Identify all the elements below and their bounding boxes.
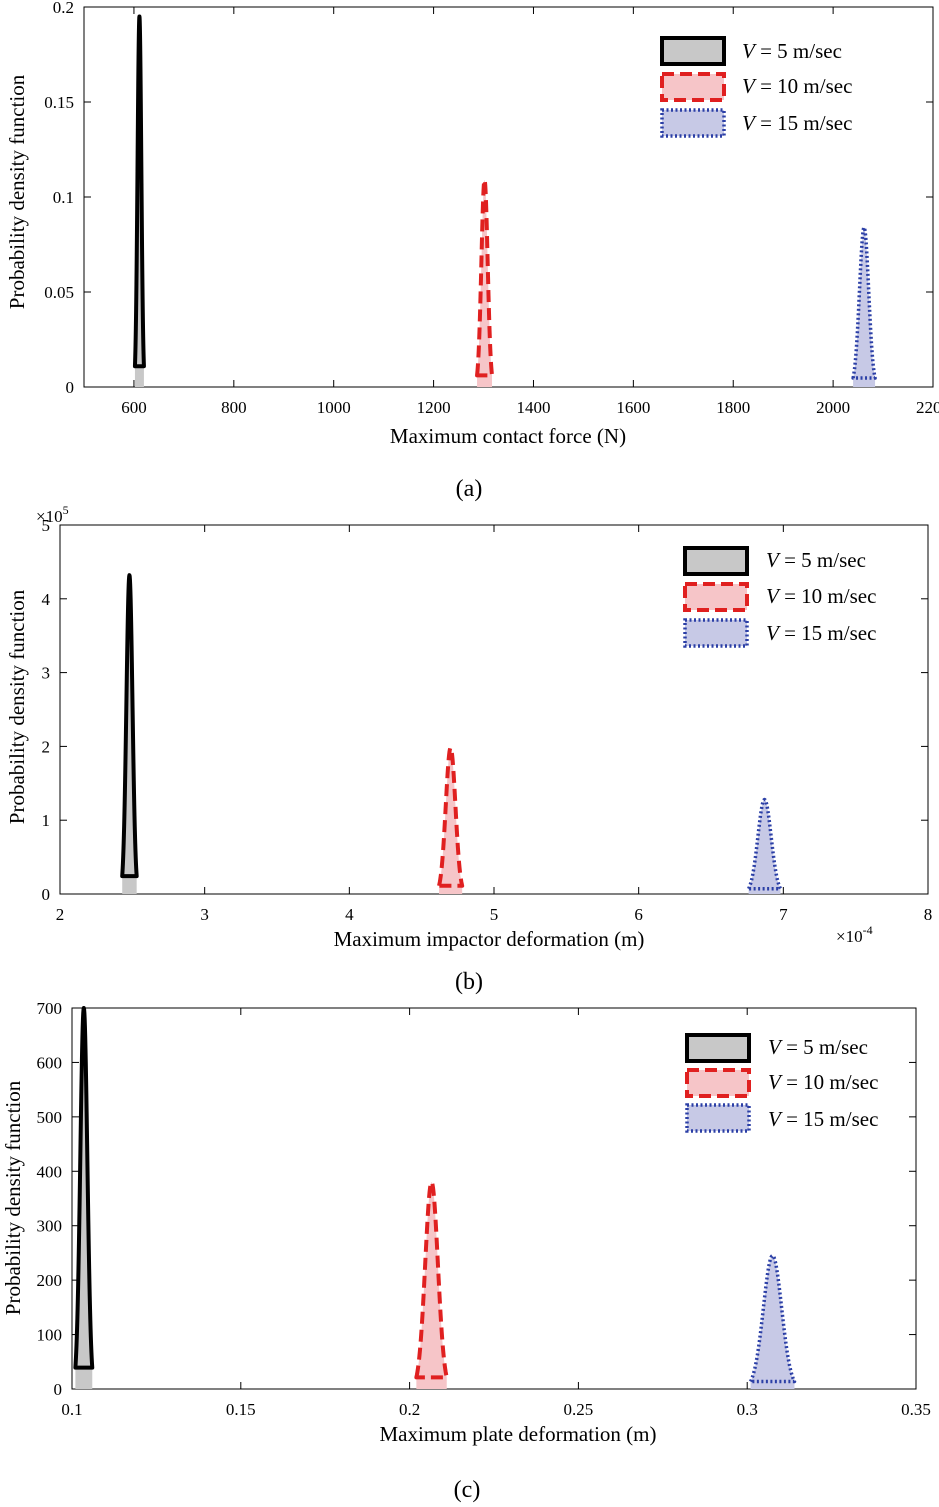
curve-v5: [73, 1006, 95, 1370]
x-tick-label: 0.3: [737, 1400, 758, 1419]
curve-v15-fill: [750, 1255, 795, 1389]
panel-caption: (c): [454, 1477, 481, 1503]
y-tick-label: 0.05: [44, 283, 74, 302]
legend-label-v15: V = 15 m/sec: [742, 111, 852, 135]
panel-caption: (b): [455, 969, 483, 995]
x-tick-label: 8: [924, 905, 933, 924]
x-tick-label: 4: [345, 905, 354, 924]
curve-v15-fill: [748, 799, 781, 894]
density-curves: [132, 14, 877, 387]
x-tick-label: 2: [56, 905, 65, 924]
plot-area-frame: [83, 6, 934, 388]
x-tick-label: 1600: [616, 398, 650, 417]
panel-c: 0.1 0.15 0.2 0.25 0.3 0.35 0 100 200 300 400 500 600…: [1, 999, 931, 1503]
x-tick-label: 800: [221, 398, 247, 417]
y-axis-label: Probability density function: [1, 1080, 25, 1315]
legend-label-v15: V = 15 m/sec: [768, 1107, 878, 1131]
curve-v5: [120, 573, 139, 879]
curve-v15-fill: [853, 227, 876, 387]
y-tick-label: 500: [37, 1108, 63, 1127]
y-tick-label: 0.15: [44, 93, 74, 112]
y-tick-label: 0.2: [53, 0, 74, 17]
y-tick-label: 100: [37, 1326, 63, 1345]
y-tick-label: 4: [42, 590, 51, 609]
density-curves: [120, 573, 783, 894]
axis-ticks: 2 3 4 5 6 7 8 0 1 2 3 4 5: [42, 516, 933, 924]
legend-label-v5: V = 5 m/sec: [766, 548, 866, 572]
x-axis-label: Maximum impactor deformation (m): [334, 927, 645, 951]
legend-label-v5: V = 5 m/sec: [768, 1035, 868, 1059]
y-tick-label: 400: [37, 1162, 63, 1181]
x-tick-label: 1400: [516, 398, 550, 417]
x-tick-label: 3: [200, 905, 209, 924]
y-axis-multiplier: ×105: [36, 503, 69, 526]
curve-v10-fill: [439, 747, 463, 894]
y-tick-label: 700: [37, 999, 63, 1018]
x-tick-label: 6: [634, 905, 643, 924]
legend-label-v10: V = 10 m/sec: [766, 584, 876, 608]
curve-v15: [746, 797, 783, 891]
legend-swatch-v10: [685, 1068, 751, 1098]
x-tick-label: 600: [121, 398, 147, 417]
x-tick-label: 0.15: [226, 1400, 256, 1419]
legend-swatch-v5: [685, 1033, 751, 1063]
x-tick-label: 1000: [317, 398, 351, 417]
legend-swatch-v15: [685, 1103, 751, 1133]
legend: V = 5 m/sec V = 10 m/sec V = 15 m/sec: [660, 36, 852, 138]
x-tick-label: 7: [779, 905, 788, 924]
legend: V = 5 m/sec V = 10 m/sec V = 15 m/sec: [683, 546, 876, 648]
panel-b: 2 3 4 5 6 7 8 0 1 2 3 4 5 Maximum impactor deformati…: [5, 503, 932, 995]
x-tick-label: 1200: [417, 398, 451, 417]
curve-v10: [414, 1180, 449, 1380]
panel-caption: (a): [456, 476, 483, 502]
legend-swatch-v10: [683, 582, 749, 612]
plot-area-frame: [71, 1007, 917, 1390]
legend-label-v10: V = 10 m/sec: [742, 74, 852, 98]
x-tick-label: 5: [490, 905, 499, 924]
y-tick-label: 0: [42, 885, 51, 904]
y-axis-label: Probability density function: [5, 589, 29, 824]
legend-swatch-v10: [660, 72, 726, 102]
y-tick-label: 1: [42, 811, 51, 830]
y-tick-label: 0: [66, 378, 75, 397]
x-tick-label: 0.1: [61, 1400, 82, 1419]
legend-swatch-v5: [660, 36, 726, 66]
legend-swatch-v15: [660, 108, 726, 138]
y-axis-label: Probability density function: [5, 74, 29, 309]
x-axis-label: Maximum plate deformation (m): [379, 1422, 656, 1446]
x-tick-label: 0.2: [399, 1400, 420, 1419]
x-tick-label: 0.25: [564, 1400, 594, 1419]
legend-label-v5: V = 5 m/sec: [742, 39, 842, 63]
legend-label-v10: V = 10 m/sec: [768, 1070, 878, 1094]
curve-v10-fill: [416, 1182, 447, 1389]
y-tick-label: 2: [42, 737, 51, 756]
y-tick-label: 0.1: [53, 188, 74, 207]
curve-v15: [748, 1253, 797, 1384]
curve-v5: [132, 14, 146, 369]
y-tick-label: 5: [42, 516, 51, 535]
density-curves: [73, 1006, 797, 1389]
legend-swatch-v5: [683, 546, 749, 576]
y-tick-label: 600: [37, 1053, 63, 1072]
legend-swatch-v15: [683, 618, 749, 648]
y-tick-label: 200: [37, 1271, 63, 1290]
x-axis-label: Maximum contact force (N): [390, 424, 626, 448]
legend: V = 5 m/sec V = 10 m/sec V = 15 m/sec: [685, 1033, 878, 1133]
x-tick-label: 2000: [816, 398, 850, 417]
y-tick-label: 300: [37, 1217, 63, 1236]
legend-label-v15: V = 15 m/sec: [766, 621, 876, 645]
plot-area-frame: [59, 524, 929, 895]
x-tick-label: 0.35: [901, 1400, 931, 1419]
curve-v10: [475, 177, 495, 378]
x-axis-multiplier: ×10-4: [836, 923, 873, 946]
y-tick-label: 0: [54, 1380, 63, 1399]
curve-v15: [851, 225, 877, 380]
x-tick-label: 1800: [716, 398, 750, 417]
y-tick-label: 3: [42, 664, 51, 683]
